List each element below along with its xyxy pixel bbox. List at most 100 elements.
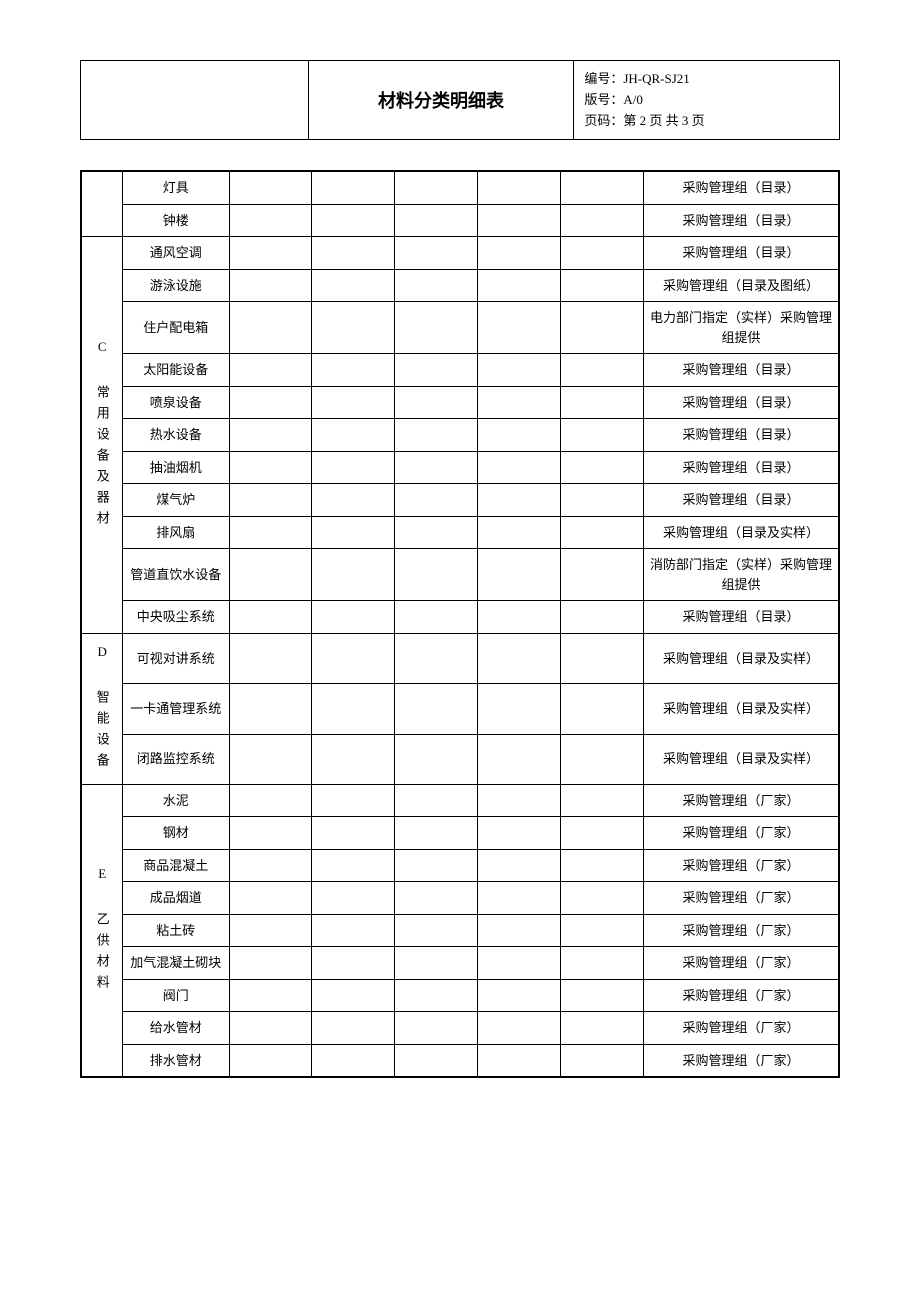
empty-cell	[312, 947, 395, 980]
document-meta: 编号：JH-QR-SJ21 版号：A/0 页码：第 2 页 共 3 页	[574, 61, 840, 140]
empty-cell	[561, 633, 644, 683]
empty-cell	[312, 817, 395, 850]
empty-cell	[312, 601, 395, 634]
empty-cell	[561, 1044, 644, 1077]
empty-cell	[395, 817, 478, 850]
empty-cell	[229, 1044, 312, 1077]
table-row: 住户配电箱电力部门指定（实样）采购管理组提供	[81, 302, 839, 354]
empty-cell	[229, 914, 312, 947]
item-cell: 成品烟道	[122, 882, 229, 915]
empty-cell	[312, 633, 395, 683]
note-cell: 采购管理组（目录）	[644, 451, 839, 484]
item-cell: 闭路监控系统	[122, 734, 229, 784]
table-row: D 智能设备可视对讲系统采购管理组（目录及实样）	[81, 633, 839, 683]
empty-cell	[312, 784, 395, 817]
empty-cell	[478, 549, 561, 601]
empty-cell	[561, 269, 644, 302]
empty-cell	[229, 354, 312, 387]
empty-cell	[395, 204, 478, 237]
table-row: 管道直饮水设备 消防部门指定（实样）采购管理组提供	[81, 549, 839, 601]
empty-cell	[561, 849, 644, 882]
note-cell: 采购管理组（目录）	[644, 484, 839, 517]
empty-cell	[395, 684, 478, 734]
category-label: E 乙供材料	[92, 866, 112, 996]
empty-cell	[229, 601, 312, 634]
empty-cell	[312, 171, 395, 204]
empty-cell	[478, 451, 561, 484]
note-cell: 消防部门指定（实样）采购管理组提供	[644, 549, 839, 601]
item-cell: 排风扇	[122, 516, 229, 549]
note-cell: 采购管理组（目录及实样）	[644, 684, 839, 734]
document-title: 材料分类明细表	[308, 61, 574, 140]
empty-cell	[395, 1044, 478, 1077]
empty-cell	[229, 171, 312, 204]
item-cell: 钢材	[122, 817, 229, 850]
table-row: 钟楼采购管理组（目录）	[81, 204, 839, 237]
item-cell: 可视对讲系统	[122, 633, 229, 683]
empty-cell	[395, 882, 478, 915]
empty-cell	[561, 171, 644, 204]
empty-cell	[312, 516, 395, 549]
code-value: JH-QR-SJ21	[623, 71, 689, 86]
empty-cell	[561, 1012, 644, 1045]
item-cell: 中央吸尘系统	[122, 601, 229, 634]
empty-cell	[229, 684, 312, 734]
category-cell: C 常用设备及器材	[81, 237, 122, 634]
note-cell: 采购管理组（厂家）	[644, 1012, 839, 1045]
table-row: 太阳能设备采购管理组（目录）	[81, 354, 839, 387]
empty-cell	[312, 484, 395, 517]
empty-cell	[478, 979, 561, 1012]
empty-cell	[561, 302, 644, 354]
note-cell: 采购管理组（目录）	[644, 204, 839, 237]
note-cell: 采购管理组（厂家）	[644, 1044, 839, 1077]
empty-cell	[229, 979, 312, 1012]
version-label: 版号：	[584, 92, 623, 107]
empty-cell	[229, 204, 312, 237]
empty-cell	[395, 914, 478, 947]
item-cell: 粘土砖	[122, 914, 229, 947]
empty-cell	[229, 451, 312, 484]
empty-cell	[312, 269, 395, 302]
empty-cell	[561, 601, 644, 634]
empty-cell	[395, 354, 478, 387]
empty-cell	[478, 354, 561, 387]
note-cell: 采购管理组（目录）	[644, 171, 839, 204]
note-cell: 采购管理组（厂家）	[644, 947, 839, 980]
table-row: 中央吸尘系统采购管理组（目录）	[81, 601, 839, 634]
note-cell: 采购管理组（目录）	[644, 237, 839, 270]
item-cell: 煤气炉	[122, 484, 229, 517]
empty-cell	[312, 237, 395, 270]
empty-cell	[478, 784, 561, 817]
empty-cell	[312, 354, 395, 387]
empty-cell	[561, 549, 644, 601]
category-label: D 智能设备	[92, 644, 112, 774]
empty-cell	[561, 451, 644, 484]
category-cell: D 智能设备	[81, 633, 122, 784]
empty-cell	[395, 516, 478, 549]
table-row: 商品混凝土采购管理组（厂家）	[81, 849, 839, 882]
empty-cell	[395, 633, 478, 683]
table-row: 加气混凝土砌块采购管理组（厂家）	[81, 947, 839, 980]
empty-cell	[395, 386, 478, 419]
note-cell: 采购管理组（厂家）	[644, 882, 839, 915]
empty-cell	[395, 484, 478, 517]
table-row: 热水设备采购管理组（目录）	[81, 419, 839, 452]
empty-cell	[395, 734, 478, 784]
item-cell: 一卡通管理系统	[122, 684, 229, 734]
empty-cell	[395, 269, 478, 302]
code-label: 编号：	[584, 71, 623, 86]
empty-cell	[478, 601, 561, 634]
empty-cell	[312, 684, 395, 734]
empty-cell	[478, 302, 561, 354]
note-cell: 采购管理组（厂家）	[644, 817, 839, 850]
item-cell: 管道直饮水设备	[122, 549, 229, 601]
empty-cell	[229, 386, 312, 419]
empty-cell	[478, 269, 561, 302]
note-cell: 采购管理组（目录及实样）	[644, 516, 839, 549]
item-cell: 住户配电箱	[122, 302, 229, 354]
empty-cell	[561, 817, 644, 850]
empty-cell	[561, 419, 644, 452]
table-row: 煤气炉 采购管理组（目录）	[81, 484, 839, 517]
table-row: C 常用设备及器材通风空调采购管理组（目录）	[81, 237, 839, 270]
table-row: 粘土砖采购管理组（厂家）	[81, 914, 839, 947]
